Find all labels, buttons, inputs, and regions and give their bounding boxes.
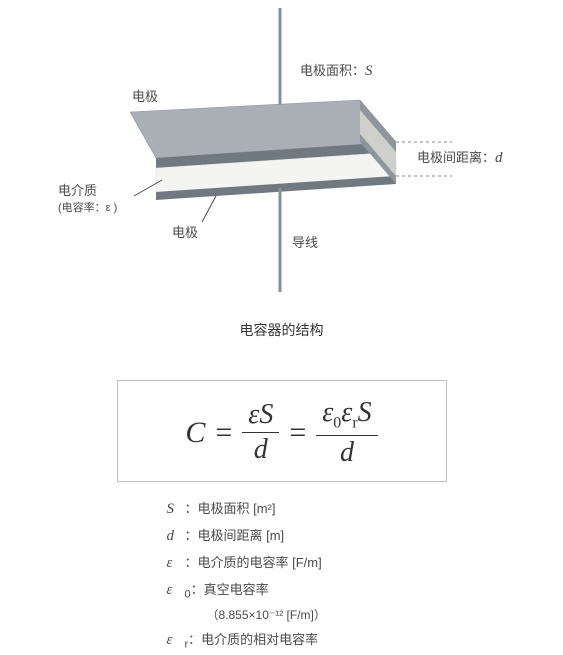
sym-epsr: ε [341,397,352,428]
label-gap-symbol: d [495,150,503,166]
legend: S：电极面积 [m²] d：电极间距离 [m] ε：电介质的电容率 [F/m] … [117,496,447,655]
label-gap-prefix: 电极间距离： [417,150,495,165]
sym-eps: ε [248,399,259,430]
frac-1: εS d [242,401,279,464]
capacitor-diagram: 电极 电极面积：S 电极间距离：d 电介质 (电容率：ε ) 电极 导线 [0,0,563,300]
label-top-electrode: 电极 [132,86,158,105]
legend-sym: S [167,496,185,523]
capacitance-formula: C = εS d = ε0εrS d [185,399,377,467]
frac-2: ε0εrS d [316,399,377,467]
sym-eq1: = [211,416,236,450]
legend-extra: （8.855×10⁻¹² [F/m]） [167,605,447,627]
label-dielectric-line2: (电容率：ε ) [58,202,117,214]
legend-sym: ε [167,627,185,654]
formula-box: C = εS d = ε0εrS d [117,380,447,482]
label-area-prefix: 电极面积： [300,63,365,78]
label-lead: 导线 [292,232,318,251]
label-dielectric: 电介质 (电容率：ε ) [58,180,117,215]
legend-text: ：电介质的电容率 [F/m] [185,555,322,570]
label-gap: 电极间距离：d [417,147,503,167]
sym-eps0: ε [322,397,333,428]
label-area-symbol: S [365,63,373,79]
sym-S1: S [259,399,273,430]
pointer-bottom-electrode [202,196,216,222]
legend-text: ：电极间距离 [m] [185,528,285,543]
label-area: 电极面积：S [300,60,373,80]
legend-text: ：真空电容率 [191,582,269,597]
legend-row: d：电极间距离 [m] [167,523,447,550]
label-bottom-electrode: 电极 [172,222,198,241]
legend-sym: ε [167,577,185,604]
legend-row: S：电极面积 [m²] [167,496,447,523]
sym-eq2: = [285,416,310,450]
legend-row: ε：电介质的电容率 [F/m] [167,550,447,577]
sym-d2: d [334,436,360,467]
sym-d1: d [248,433,274,464]
legend-row: εr：电介质的相对电容率 [167,627,447,655]
legend-text: ：电介质的相对电容率 [188,632,318,647]
sym-S2: S [358,397,372,428]
sym-C: C [185,416,205,450]
legend-sym: ε [167,550,185,577]
legend-text: ：电极面积 [m²] [185,501,276,516]
legend-sym: d [167,523,185,550]
legend-row: ε0：真空电容率（8.855×10⁻¹² [F/m]） [167,577,447,627]
label-dielectric-line1: 电介质 [58,183,97,198]
diagram-caption: 电容器的结构 [0,320,563,340]
